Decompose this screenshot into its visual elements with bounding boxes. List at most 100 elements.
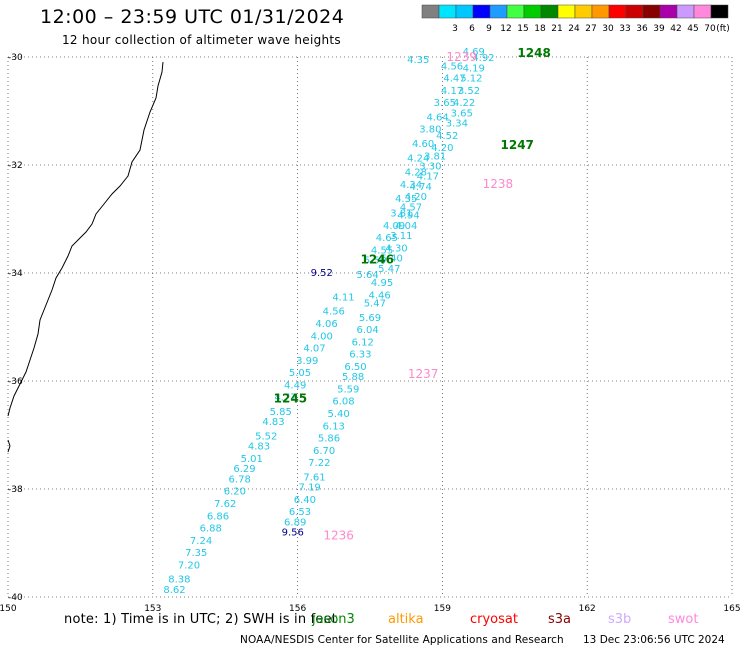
swh-value: 4.17 bbox=[417, 172, 439, 183]
swh-value: 5.59 bbox=[337, 384, 359, 395]
swh-value: 4.35 bbox=[395, 194, 417, 205]
swh-value: 9.56 bbox=[282, 528, 304, 539]
map-title: 12:00 – 23:59 UTC 01/31/2024 bbox=[40, 6, 345, 28]
swh-value: 3.81 bbox=[424, 151, 446, 162]
swh-value: 5.12 bbox=[460, 74, 482, 85]
swh-value: 4.35 bbox=[407, 55, 429, 66]
swh-value: 7.62 bbox=[214, 499, 236, 510]
swh-value: 3.80 bbox=[419, 125, 441, 136]
pass-number-label: 1238 bbox=[483, 177, 514, 191]
scale-tick-label: 12 bbox=[500, 24, 511, 34]
lat-tick-label: -40 bbox=[8, 593, 23, 603]
pass-number-label: 1248 bbox=[517, 46, 550, 60]
sat-label-s3a: s3a bbox=[548, 612, 572, 627]
coastline bbox=[7, 61, 164, 417]
footer-note: note: 1) Time is in UTC; 2) SWH is in fe… bbox=[64, 612, 338, 627]
swh-value: 3.11 bbox=[390, 231, 412, 242]
credit-timestamp: 13 Dec 23:06:56 UTC 2024 bbox=[583, 634, 725, 646]
sat-label-swot: swot bbox=[668, 612, 699, 627]
lon-tick-label: 156 bbox=[289, 604, 306, 614]
swh-value: 7.35 bbox=[185, 548, 207, 559]
lon-tick-label: 165 bbox=[723, 604, 740, 614]
swh-value: 3.99 bbox=[296, 356, 318, 367]
scale-tick-label: 15 bbox=[517, 24, 528, 34]
scale-tick-label: 42 bbox=[670, 24, 681, 34]
swh-value: 4.19 bbox=[463, 63, 485, 74]
swh-value: 6.33 bbox=[349, 350, 371, 361]
swh-value: 6.86 bbox=[207, 511, 229, 522]
pass-number-label: 1237 bbox=[408, 367, 439, 381]
swh-value: 3.65 bbox=[434, 98, 456, 109]
swh-value: 9.52 bbox=[311, 268, 333, 279]
swh-value: 8.62 bbox=[163, 585, 185, 596]
swh-value: 4.74 bbox=[410, 182, 432, 193]
sat-label-altika: altika bbox=[388, 612, 424, 627]
pass-number-label: 1247 bbox=[501, 138, 534, 152]
pass-number-label: 1245 bbox=[274, 392, 307, 406]
swh-value: 5.47 bbox=[378, 264, 400, 275]
swh-value: 6.78 bbox=[229, 474, 251, 485]
swh-value: 4.83 bbox=[262, 417, 284, 428]
sat-label-cryosat: cryosat bbox=[470, 612, 518, 627]
lon-tick-label: 153 bbox=[144, 604, 161, 614]
map-subtitle: 12 hour collection of altimeter wave hei… bbox=[62, 33, 341, 47]
swh-value: 5.01 bbox=[241, 454, 263, 465]
scale-tick-label: 18 bbox=[534, 24, 546, 34]
swh-value: 5.85 bbox=[270, 407, 292, 418]
swh-value: 6.08 bbox=[332, 397, 354, 408]
swh-value: 4.07 bbox=[303, 344, 325, 355]
swh-value: 3.52 bbox=[458, 86, 480, 97]
swh-value: 8.38 bbox=[168, 575, 190, 586]
pass-number-label: 1236 bbox=[323, 529, 354, 543]
swh-value: 4.57 bbox=[400, 202, 422, 213]
swh-value: 4.28 bbox=[405, 168, 427, 179]
swh-value: 4.11 bbox=[332, 292, 354, 303]
swh-value: 4.56 bbox=[323, 307, 345, 318]
scale-tick-label: 6 bbox=[469, 24, 475, 34]
swh-value: 5.40 bbox=[327, 409, 349, 420]
swh-value: 5.64 bbox=[356, 270, 378, 281]
swh-value: 6.12 bbox=[352, 337, 374, 348]
scale-tick-label: 70 bbox=[704, 24, 716, 34]
swh-value: 6.89 bbox=[284, 517, 306, 528]
color-scale-legend: 3 6 9 12 15 18 21 24 27 30 33 36 39 42 45 70 (ft) bbox=[421, 4, 730, 34]
lon-tick-label: 162 bbox=[579, 604, 596, 614]
coastline bbox=[7, 439, 11, 453]
scale-tick-label: 30 bbox=[602, 24, 614, 34]
scale-swatch bbox=[710, 4, 729, 19]
swh-value: 4.94 bbox=[397, 211, 419, 222]
lat-tick-label: -38 bbox=[8, 485, 23, 495]
scale-tick-label: 39 bbox=[653, 24, 665, 34]
swh-value: 4.77 bbox=[274, 393, 296, 404]
swh-value: 6.53 bbox=[289, 507, 311, 518]
swh-value: 5.69 bbox=[359, 313, 381, 324]
sat-label-s3b: s3b bbox=[608, 612, 632, 627]
swh-value: 3.81 bbox=[390, 209, 412, 220]
swh-value: 6.88 bbox=[200, 524, 222, 535]
swh-value: 4.65 bbox=[376, 233, 398, 244]
swh-value: 4.46 bbox=[369, 290, 391, 301]
swh-value: 6.40 bbox=[294, 495, 316, 506]
swh-value: 6.29 bbox=[233, 464, 255, 475]
swh-value: 4.30 bbox=[385, 243, 407, 254]
pass-number-label: 1239 bbox=[446, 50, 477, 64]
swh-value: 4.04 bbox=[395, 221, 417, 232]
swh-value: 4.92 bbox=[472, 53, 494, 64]
swh-value: 5.56 bbox=[364, 256, 386, 267]
swh-value: 7.19 bbox=[299, 483, 321, 494]
swh-value: 4.56 bbox=[441, 61, 463, 72]
swh-value: 3.34 bbox=[446, 119, 468, 130]
swh-value: 4.95 bbox=[371, 278, 393, 289]
swh-value: 6.20 bbox=[224, 487, 246, 498]
swh-value: 3.65 bbox=[451, 108, 473, 119]
lon-tick-label: 150 bbox=[0, 604, 17, 614]
lat-tick-label: -30 bbox=[8, 53, 23, 63]
swh-value: 4.52 bbox=[436, 131, 458, 142]
swh-value: 4.69 bbox=[463, 47, 485, 58]
swh-value: 3.30 bbox=[419, 162, 441, 173]
lat-tick-label: -32 bbox=[8, 161, 23, 171]
swh-value: 4.49 bbox=[284, 380, 306, 391]
swh-value: 6.13 bbox=[323, 421, 345, 432]
swh-value: 4.60 bbox=[412, 139, 434, 150]
